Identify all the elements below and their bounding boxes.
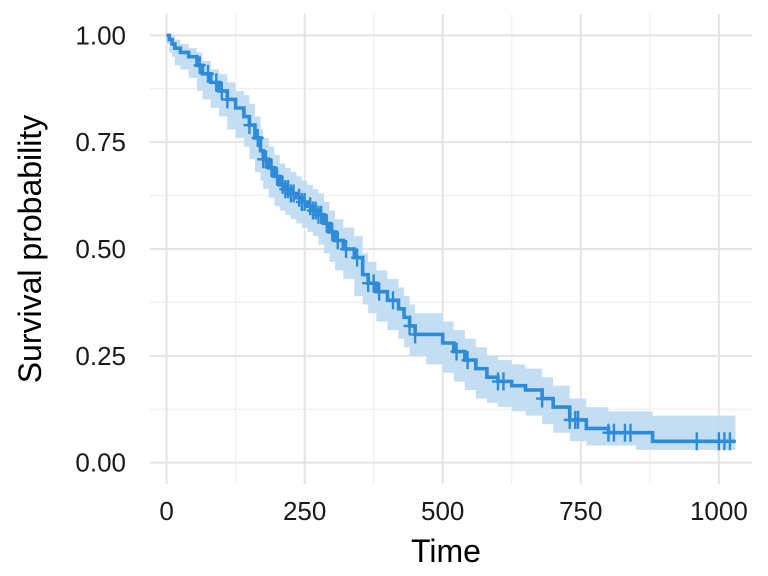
y-tick-label: 0.25 [75, 341, 126, 371]
x-tick-label: 750 [559, 496, 602, 526]
x-tick-label: 500 [421, 496, 464, 526]
y-tick-label: 0.50 [75, 234, 126, 264]
grid [150, 14, 752, 484]
y-tick-label: 0.75 [75, 127, 126, 157]
y-tick-label: 0.00 [75, 448, 126, 478]
x-tick-label: 1000 [690, 496, 748, 526]
x-tick-label: 250 [283, 496, 326, 526]
y-axis-tick-labels: 0.00 0.25 0.50 0.75 1.00 [75, 20, 126, 477]
censor-marks [193, 56, 736, 451]
confidence-band [166, 35, 736, 450]
x-axis-tick-labels: 0 250 500 750 1000 [159, 496, 747, 526]
y-axis-title: Survival probability [12, 115, 48, 384]
x-axis-title: Time [411, 533, 481, 569]
y-tick-label: 1.00 [75, 20, 126, 50]
x-tick-label: 0 [159, 496, 173, 526]
